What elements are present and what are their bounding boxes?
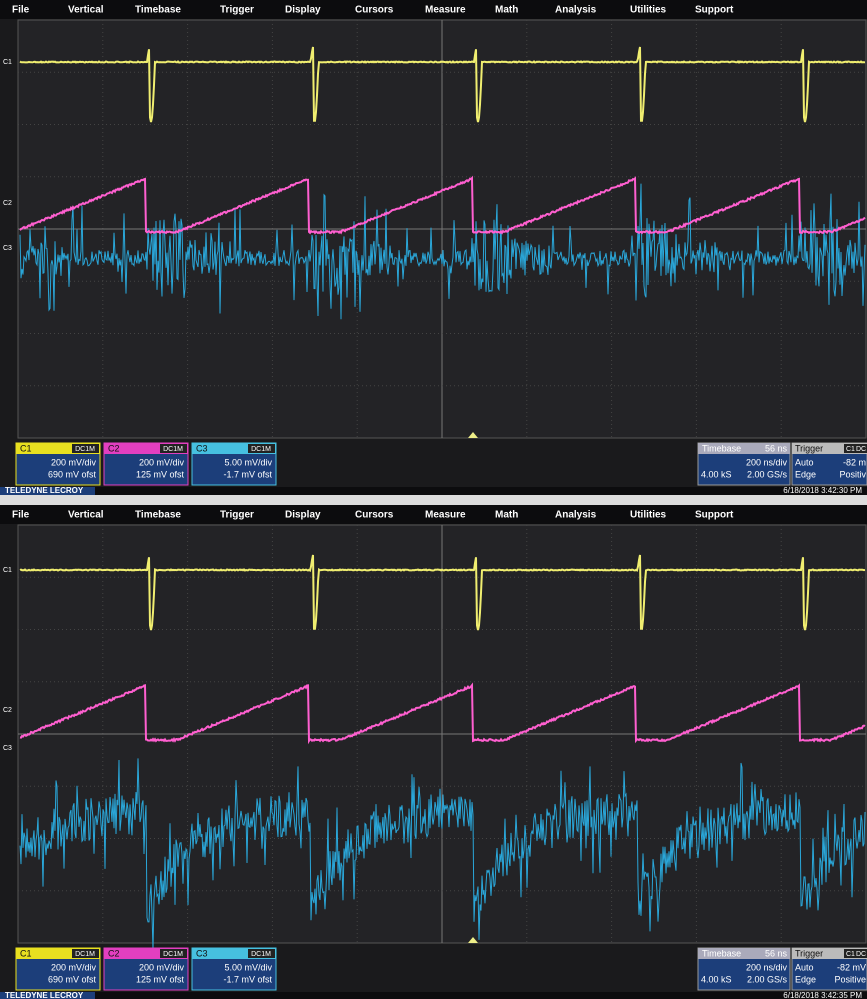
channel-scale: 5.00 mV/div [224,962,272,972]
brand: TELEDYNE LECROY [5,991,84,999]
trace-label: C1 [3,59,12,66]
brand-bar [0,992,867,999]
menu-item[interactable]: Vertical [68,510,104,521]
channel-coupling: DC1M [251,446,271,453]
trigger-mode: Auto [795,962,814,972]
trigger-mode: Auto [795,457,814,467]
brand-bar [0,487,867,495]
trace-label: C3 [3,245,12,252]
menu-item[interactable]: Timebase [135,5,181,16]
trace-label: C3 [3,745,12,752]
channel-name[interactable]: C1 [20,948,32,958]
channel-offset: 690 mV ofst [48,469,97,479]
channel-name[interactable]: C2 [108,443,120,453]
trace-label: C1 [3,567,12,574]
trigger-channel: C1 [846,446,855,453]
channel-scale: 200 mV/div [51,457,97,467]
menu-item[interactable]: Trigger [220,510,254,521]
channel-name[interactable]: C2 [108,948,120,958]
trigger-coupling: DC [856,951,866,958]
menu-item[interactable]: Display [285,510,321,521]
menu-item[interactable]: Utilities [630,5,667,16]
channel-name[interactable]: C3 [196,948,208,958]
scope-screen: File Vertical Timebase Trigger Display Cursor… [0,505,867,999]
channel-scale: 200 mV/div [139,962,185,972]
trigger-slope: Positive [834,974,866,984]
timestamp: 6/18/2018 3:42:30 PM [783,486,862,495]
channel-offset: -1.7 mV ofst [223,469,272,479]
trace-label: C2 [3,200,12,207]
channel-offset: -1.7 mV ofst [223,974,272,984]
trigger-type: Edge [795,469,816,479]
timebase-scale: 200 ns/div [746,962,788,972]
trigger-type: Edge [795,974,816,984]
channel-coupling: DC1M [251,951,271,958]
menu-item[interactable]: Measure [425,5,466,16]
trace-label: C2 [3,707,12,714]
menu-item[interactable]: Utilities [630,510,667,521]
menu-item[interactable]: Cursors [355,510,394,521]
timebase-label[interactable]: Timebase [702,948,741,958]
menu-item[interactable]: Support [695,510,734,521]
menu-item[interactable]: Analysis [555,5,597,16]
menu-item[interactable]: Measure [425,510,466,521]
timebase-samples: 4.00 kS [701,974,732,984]
channel-name[interactable]: C1 [20,443,32,453]
channel-offset: 125 mV ofst [136,469,185,479]
menu-item[interactable]: Trigger [220,5,254,16]
trigger-level: -82 m [843,457,866,467]
menu-item[interactable]: File [12,5,30,16]
channel-offset: 690 mV ofst [48,974,97,984]
trigger-channel: C1 [846,951,855,958]
menu-item[interactable]: Support [695,5,734,16]
trigger-label[interactable]: Trigger [795,443,823,453]
menu-item[interactable]: Vertical [68,5,104,16]
trigger-level: -82 mV [837,962,866,972]
menu-item[interactable]: Display [285,5,321,16]
menu-item[interactable]: Cursors [355,5,394,16]
channel-scale: 200 mV/div [51,962,97,972]
menu-item[interactable]: File [12,510,30,521]
timebase-delay: 56 ns [765,948,788,958]
trigger-slope: Positiv [839,469,866,479]
channel-scale: 200 mV/div [139,457,185,467]
menu-item[interactable]: Math [495,5,518,16]
channel-offset: 125 mV ofst [136,974,185,984]
channel-name[interactable]: C3 [196,443,208,453]
timestamp: 6/18/2018 3:42:35 PM [783,991,862,999]
timebase-label[interactable]: Timebase [702,443,741,453]
channel-coupling: DC1M [75,446,95,453]
timebase-scale: 200 ns/div [746,457,788,467]
menu-item[interactable]: Analysis [555,510,597,521]
channel-scale: 5.00 mV/div [224,457,272,467]
timebase-samples: 4.00 kS [701,469,732,479]
timebase-rate: 2.00 GS/s [747,469,788,479]
channel-coupling: DC1M [75,951,95,958]
screenshot: File Vertical Timebase Trigger Display Cursor… [0,0,867,999]
timebase-rate: 2.00 GS/s [747,974,788,984]
trigger-coupling: DC [856,446,866,453]
menu-item[interactable]: Timebase [135,510,181,521]
menu-item[interactable]: Math [495,510,518,521]
channel-coupling: DC1M [163,446,183,453]
brand: TELEDYNE LECROY [5,486,84,495]
trigger-label[interactable]: Trigger [795,948,823,958]
timebase-delay: 56 ns [765,443,788,453]
channel-coupling: DC1M [163,951,183,958]
scope-screen: File Vertical Timebase Trigger Display Cursor… [0,0,867,495]
